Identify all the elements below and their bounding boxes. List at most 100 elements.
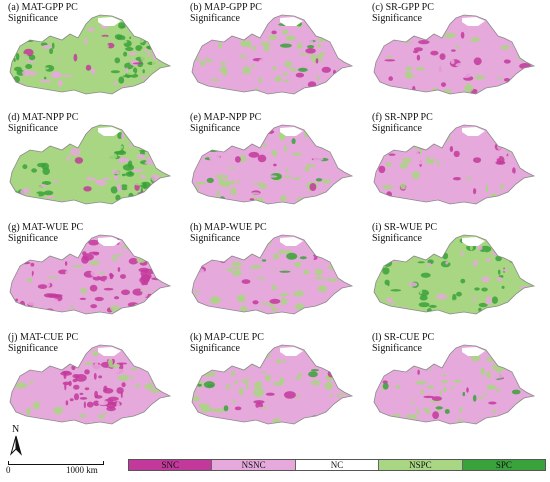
map-patch bbox=[477, 184, 483, 190]
map-patch bbox=[294, 303, 305, 310]
map-patch bbox=[504, 155, 513, 163]
map-patch bbox=[85, 64, 92, 71]
map-patch bbox=[240, 305, 248, 313]
panel-subtitle: Significance bbox=[372, 233, 422, 244]
map-patch bbox=[471, 145, 475, 150]
map-patch bbox=[449, 146, 454, 152]
map-patch bbox=[223, 405, 229, 412]
map-patch bbox=[322, 191, 334, 197]
map-patch bbox=[420, 389, 424, 395]
map-patch bbox=[495, 160, 506, 165]
map-patch bbox=[439, 389, 442, 396]
map-patch bbox=[241, 71, 252, 74]
map-patch bbox=[157, 355, 168, 363]
map-patch bbox=[314, 268, 323, 276]
map-patch bbox=[462, 292, 473, 295]
panel-title: (j) MAT-CUE PC bbox=[8, 332, 79, 343]
map-patch bbox=[469, 368, 478, 375]
map-patch bbox=[524, 19, 529, 23]
map-patch bbox=[413, 27, 424, 35]
panel-title: (b) MAP-GPP PC bbox=[190, 2, 262, 13]
map-patch bbox=[488, 401, 497, 405]
map-patch bbox=[493, 268, 496, 271]
map-patch bbox=[241, 279, 251, 284]
map-patch bbox=[250, 262, 254, 267]
nc-area bbox=[280, 237, 303, 246]
map-patch bbox=[498, 360, 502, 365]
map-patch bbox=[110, 305, 120, 312]
map-patch bbox=[481, 276, 491, 283]
map-patch bbox=[486, 71, 497, 79]
map-patch bbox=[485, 392, 494, 397]
map-patch bbox=[39, 67, 50, 70]
map-patch bbox=[444, 32, 456, 39]
map-patch bbox=[393, 48, 400, 52]
panel-subtitle: Significance bbox=[8, 13, 58, 24]
map-patch bbox=[227, 25, 237, 29]
legend-label: SNC bbox=[161, 460, 179, 470]
map-patch bbox=[60, 371, 73, 376]
map-patch bbox=[473, 373, 476, 376]
map-patch bbox=[102, 177, 110, 180]
map-patch bbox=[150, 242, 156, 251]
legend-item-nc: NC bbox=[295, 460, 380, 470]
map-patch bbox=[390, 289, 402, 292]
map-patch bbox=[386, 297, 393, 303]
region-boundary bbox=[9, 234, 172, 315]
map-patch bbox=[322, 402, 334, 406]
map-patch bbox=[224, 50, 226, 56]
map-patch bbox=[272, 382, 284, 386]
map-patch bbox=[275, 266, 287, 271]
map-patch bbox=[154, 368, 165, 372]
map-patch bbox=[309, 183, 317, 191]
map-patch bbox=[206, 308, 218, 313]
map-patch bbox=[446, 371, 458, 380]
map-patch bbox=[301, 77, 306, 85]
scale-bar: 0 1000 km bbox=[6, 458, 116, 478]
map-patch bbox=[278, 249, 286, 254]
map-patch bbox=[249, 236, 261, 245]
map-patch bbox=[417, 261, 425, 264]
map-patch bbox=[234, 168, 246, 173]
map-patch bbox=[144, 268, 156, 274]
map-patch bbox=[427, 19, 431, 25]
map-patch bbox=[430, 360, 434, 363]
map-patch bbox=[66, 155, 70, 162]
panel-subtitle: Significance bbox=[190, 123, 240, 134]
map-panel: (a) MAT-GPP PC Significance bbox=[4, 2, 184, 107]
map-patch bbox=[496, 366, 503, 374]
map-patch bbox=[214, 408, 225, 413]
map-patch bbox=[308, 62, 317, 68]
map-patch bbox=[226, 68, 239, 72]
map-patch bbox=[117, 374, 129, 381]
map-patch bbox=[403, 31, 413, 37]
map-patch bbox=[300, 137, 308, 144]
map-patch bbox=[134, 182, 143, 186]
map-patch bbox=[224, 174, 229, 180]
map-patch bbox=[338, 403, 348, 408]
map-patch bbox=[265, 392, 275, 396]
map-panel: (c) SR-GPP PC Significance bbox=[368, 2, 548, 107]
map-patch bbox=[217, 55, 221, 58]
map-patch bbox=[79, 392, 84, 396]
map-patch bbox=[464, 142, 475, 147]
map-patch bbox=[478, 396, 484, 399]
map-patch bbox=[74, 157, 84, 164]
map-patch bbox=[144, 161, 154, 165]
map-patch bbox=[296, 403, 300, 408]
map-patch bbox=[128, 402, 140, 405]
map-patch bbox=[257, 18, 270, 24]
map-patch bbox=[256, 414, 264, 417]
map-patch bbox=[462, 391, 466, 397]
map-patch bbox=[309, 243, 316, 251]
map-panel: (b) MAP-GPP PC Significance bbox=[186, 2, 366, 107]
map-patch bbox=[72, 265, 82, 268]
map-patch bbox=[228, 32, 234, 37]
map-patch bbox=[495, 151, 500, 159]
map-patch bbox=[444, 409, 450, 414]
map-patch bbox=[79, 297, 87, 300]
map-patch bbox=[273, 163, 277, 167]
map-patch bbox=[40, 358, 45, 363]
map-patch bbox=[83, 186, 92, 192]
map-patch bbox=[149, 303, 153, 311]
